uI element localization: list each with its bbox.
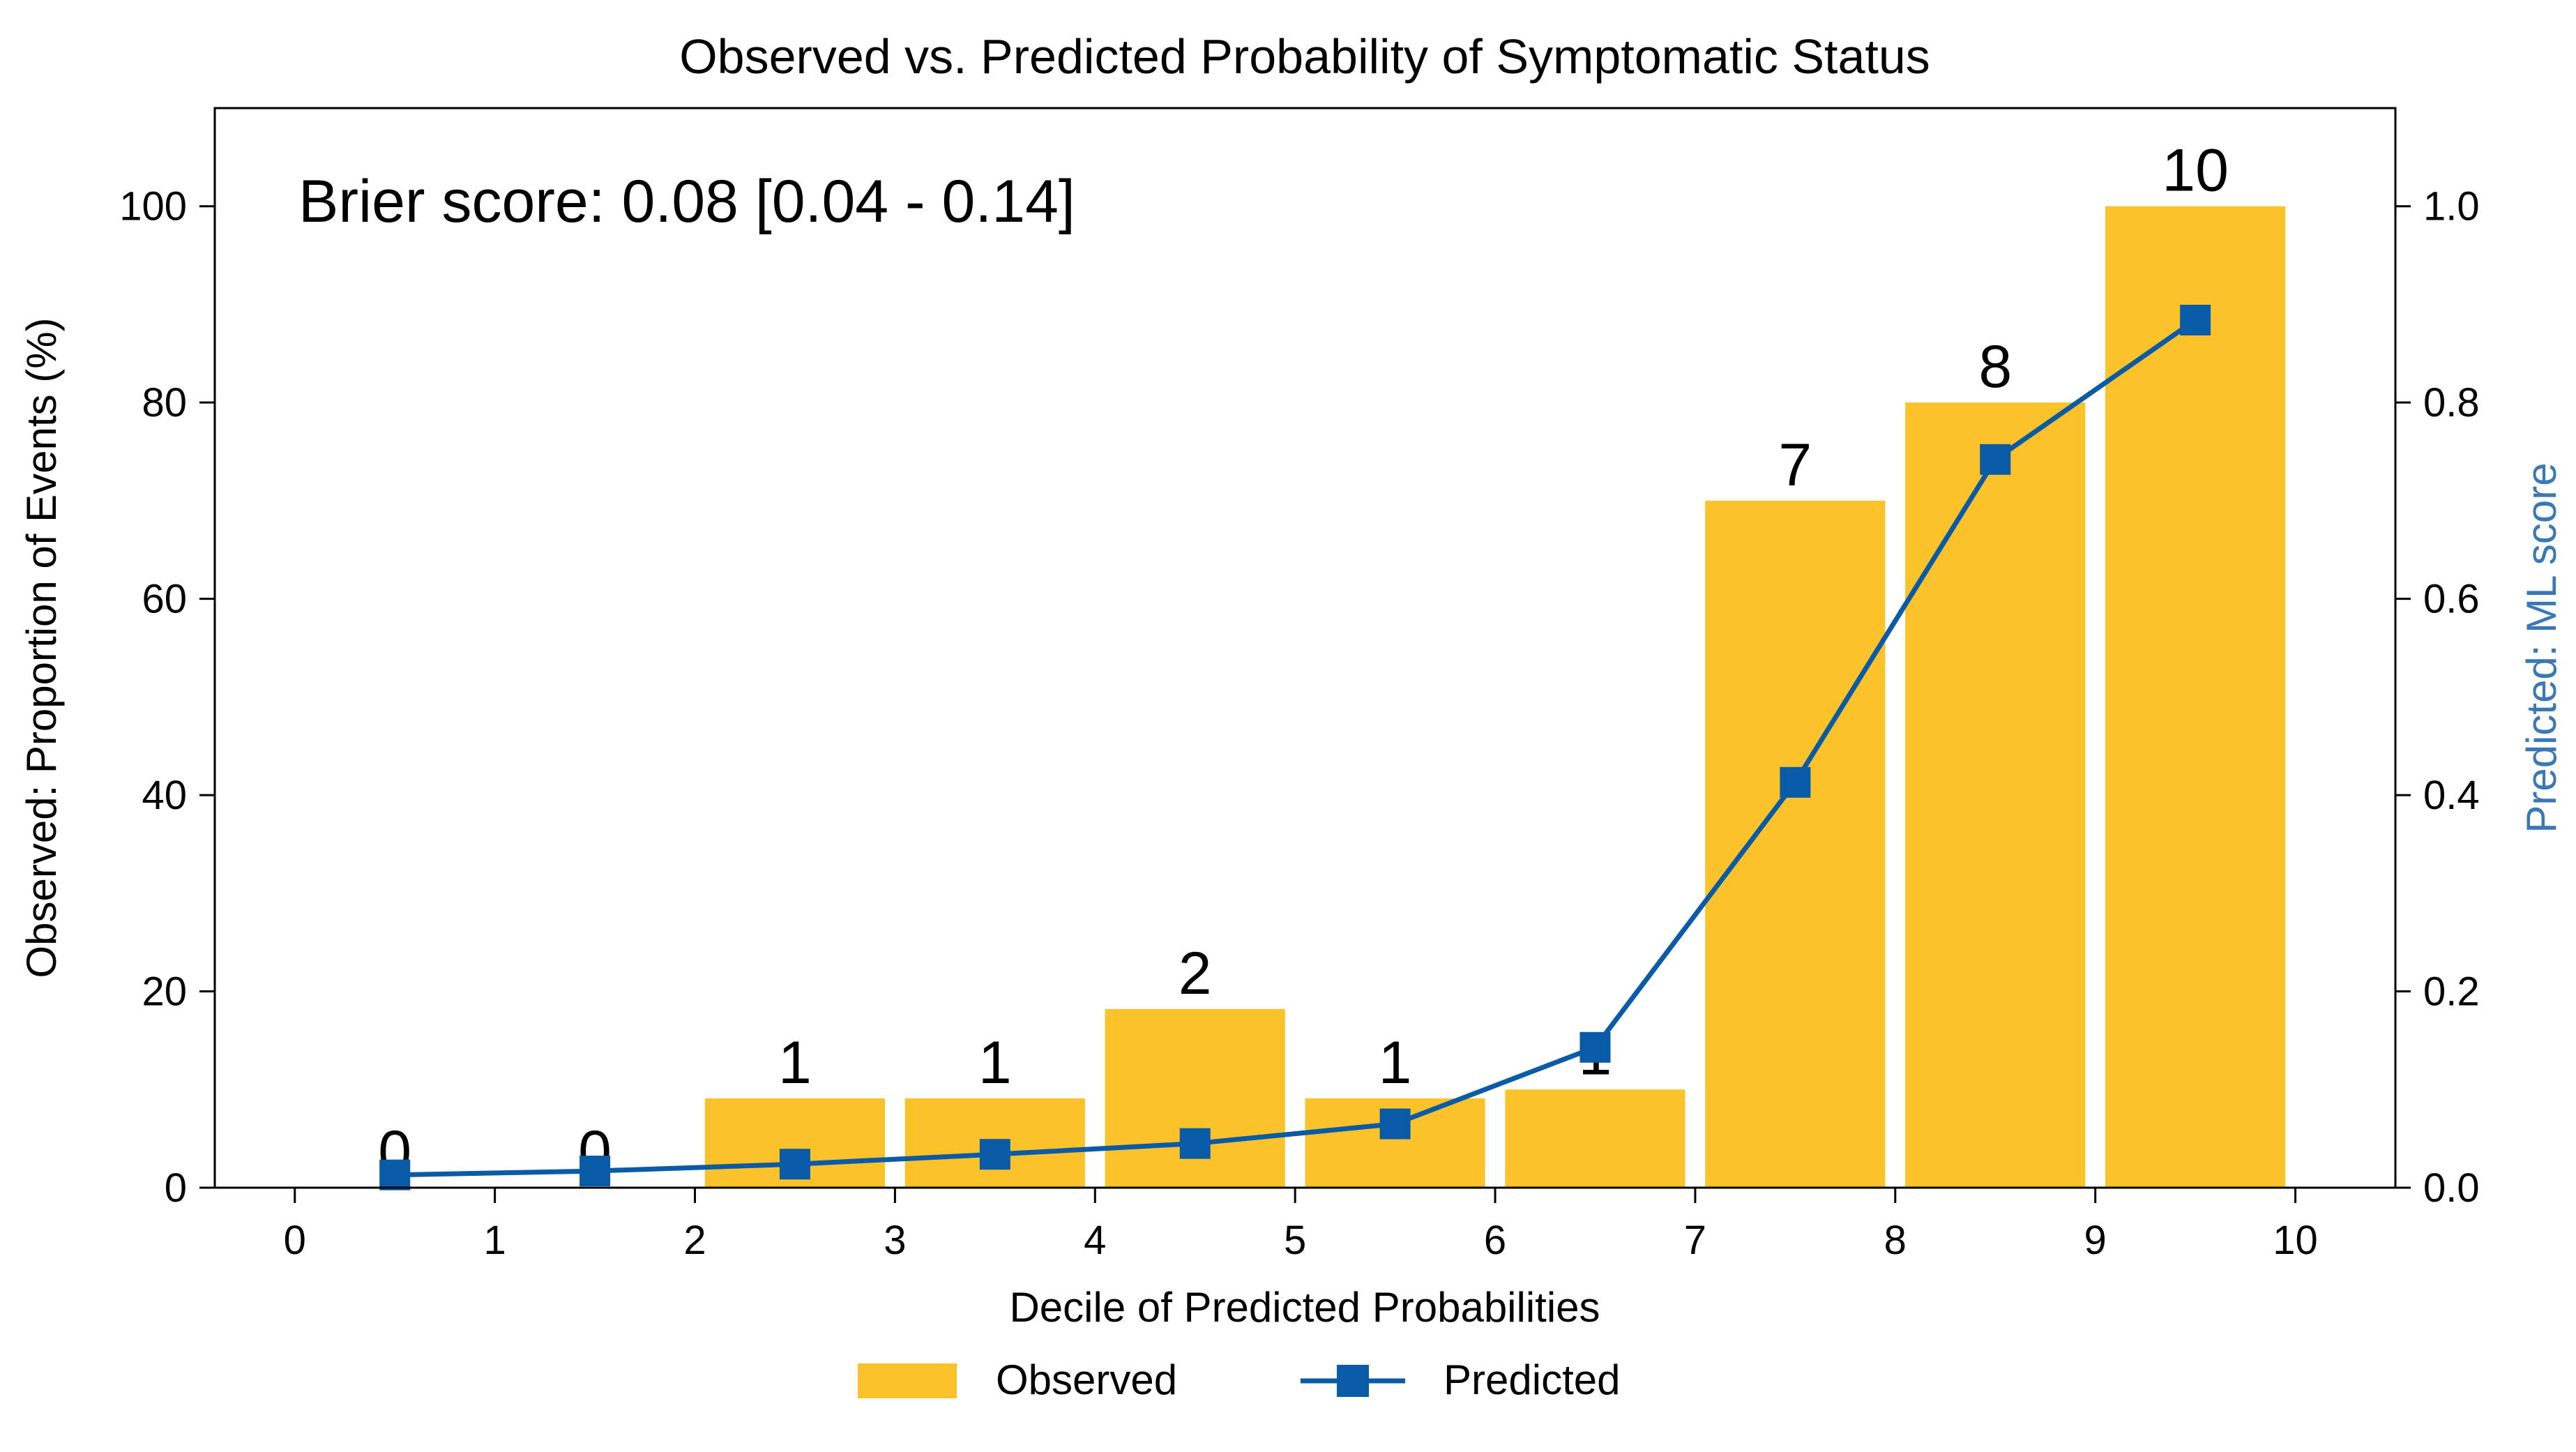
predicted-point-8 [1980,444,2011,475]
predicted-point-4 [1179,1128,1211,1159]
observed-bar-8 [1905,402,2086,1188]
bar-count-label-2: 1 [778,1029,812,1096]
legend-predicted-label: Predicted [1444,1356,1620,1403]
y-tick-label-2: 40 [142,773,187,818]
observed-bar-9 [2105,206,2286,1188]
observed-bar-4 [1105,1008,1285,1188]
y-axis-right: 0.0 0.2 0.4 0.6 0.8 1.0 [2395,184,2480,1211]
predicted-point-0 [379,1159,411,1190]
predicted-point-3 [979,1139,1010,1170]
bar-count-label-3: 1 [978,1029,1012,1096]
predicted-point-6 [1579,1031,1611,1063]
predicted-line-series [379,304,2211,1190]
predicted-point-1 [579,1156,611,1187]
y2-tick-label-4: 0.8 [2423,380,2480,425]
predicted-line [395,318,2197,1178]
x-tick-label-5: 5 [1284,1218,1306,1263]
legend-observed-swatch [858,1363,957,1398]
x-tick-label-10: 10 [2273,1218,2318,1263]
y-tick-label-3: 60 [142,577,187,622]
x-tick-label-4: 4 [1084,1218,1106,1263]
y-tick-label-5: 100 [119,184,187,229]
predicted-point-9 [2180,304,2211,335]
y2-tick-label-5: 1.0 [2423,184,2480,229]
x-tick-label-7: 7 [1684,1218,1706,1263]
x-tick-label-3: 3 [884,1218,906,1263]
x-tick-label-0: 0 [284,1218,306,1263]
observed-bars [704,206,2286,1188]
brier-score-annotation: Brier score: 0.08 [0.04 - 0.14] [298,168,1075,235]
legend-predicted-marker [1337,1365,1369,1397]
y-tick-label-1: 20 [142,969,187,1015]
y2-tick-label-3: 0.6 [2423,577,2480,622]
y2-tick-label-2: 0.4 [2423,773,2480,818]
predicted-point-5 [1379,1108,1411,1140]
chart-title: Observed vs. Predicted Probability of Sy… [679,29,1930,84]
x-tick-label-1: 1 [484,1218,506,1263]
plot-frame [213,107,2397,1189]
x-tick-label-6: 6 [1484,1218,1506,1263]
bar-count-label-9: 10 [2162,137,2229,204]
predicted-point-2 [779,1149,810,1180]
x-tick-label-2: 2 [683,1218,706,1263]
observed-bar-6 [1505,1089,1685,1188]
y-axis-left: 0 20 40 60 80 100 [119,184,215,1211]
legend: Observed Predicted [858,1356,1620,1403]
y-tick-label-0: 0 [165,1165,187,1211]
y2-tick-label-1: 0.2 [2423,969,2480,1015]
predicted-point-7 [1780,766,1811,798]
x-axis: 0 1 2 3 4 5 6 7 8 9 10 [284,1188,2318,1263]
observed-bar-7 [1705,500,1886,1188]
bar-count-label-7: 7 [1778,432,1812,499]
bar-count-label-5: 1 [1379,1029,1412,1096]
bar-count-label-8: 8 [1978,333,2012,400]
x-axis-label: Decile of Predicted Probabilities [1009,1284,1600,1331]
y2-tick-label-0: 0.0 [2423,1165,2480,1211]
y-axis-label: Observed: Proportion of Events (%) [18,317,65,978]
y2-axis-label: Predicted: ML score [2518,462,2565,833]
y-tick-label-4: 80 [142,380,187,425]
x-tick-label-9: 9 [2084,1218,2107,1263]
x-tick-label-8: 8 [1884,1218,1907,1263]
bar-count-label-4: 2 [1179,940,1212,1007]
legend-observed-label: Observed [996,1356,1177,1403]
